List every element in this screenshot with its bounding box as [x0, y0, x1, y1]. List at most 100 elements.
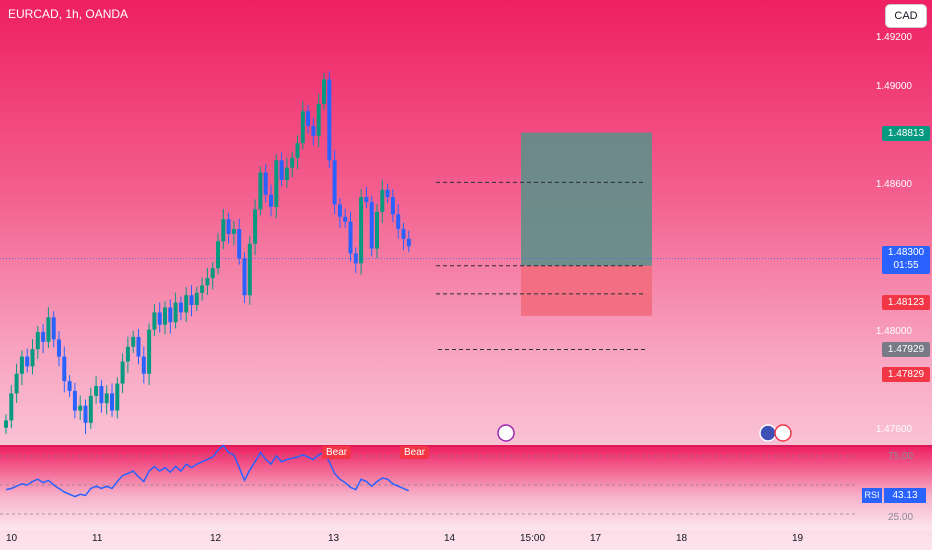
candle-body — [200, 285, 205, 293]
candle-body — [120, 361, 125, 384]
candle-body — [94, 386, 99, 396]
candle-body — [4, 420, 8, 428]
rsi-pane-background — [0, 446, 932, 530]
candle-body — [253, 209, 258, 244]
time-tick: 19 — [792, 533, 804, 544]
candle-body — [184, 295, 189, 313]
candle-body — [9, 393, 14, 421]
candle-body — [258, 172, 263, 210]
candle-body — [406, 238, 411, 247]
bear-annotation-2: Bear — [400, 446, 430, 459]
candle-body — [385, 189, 390, 198]
candle-body — [348, 221, 353, 254]
eu-flag-icon — [759, 424, 777, 442]
candle-body — [263, 172, 268, 195]
price-label: 1.47929 — [882, 342, 930, 358]
candle-body — [41, 332, 46, 342]
candle-body — [14, 373, 19, 394]
last-price-value: 1.48300 — [887, 247, 925, 259]
bear-annotation-1: Bear — [322, 446, 352, 459]
rsi-level-upper: 75.00 — [888, 451, 914, 462]
candle-body — [125, 346, 130, 362]
candle-body — [237, 229, 242, 259]
candle-body — [242, 258, 247, 296]
candle-body — [72, 390, 77, 411]
candle-body — [157, 312, 162, 325]
candle-body — [274, 160, 279, 207]
position-stop-zone — [521, 265, 652, 316]
candle-body — [364, 197, 369, 203]
candle-body — [67, 381, 72, 391]
price-tick: 1.48600 — [875, 178, 912, 190]
price-label: 1.48813 — [882, 125, 930, 141]
candle-body — [173, 302, 178, 323]
rsi-level-lower: 25.00 — [888, 512, 914, 523]
candle-body — [231, 229, 236, 234]
price-label: 1.47829 — [882, 367, 930, 382]
time-tick: 11 — [92, 533, 103, 544]
time-tick: 12 — [210, 533, 222, 544]
price-tick: 1.49000 — [875, 80, 912, 92]
ca-flag-icon — [774, 424, 792, 442]
candle-body — [110, 393, 114, 411]
time-tick: 14 — [444, 533, 456, 544]
candle-body — [25, 356, 30, 367]
candle-body — [359, 197, 364, 264]
candle-body — [279, 160, 284, 180]
rsi-line — [5, 444, 410, 498]
pane-separator[interactable] — [0, 445, 932, 447]
price-tick: 1.48000 — [875, 326, 912, 338]
candle-body — [269, 194, 273, 207]
candle-body — [300, 111, 305, 144]
candle-body — [316, 103, 321, 136]
symbol-title: EURCAD, 1h, OANDA — [8, 7, 129, 21]
candle-body — [295, 143, 300, 158]
candle-body — [78, 405, 83, 411]
candle-body — [62, 356, 67, 382]
candle-body — [311, 125, 316, 136]
candle-body — [375, 211, 379, 249]
candle-body — [88, 395, 93, 423]
price-tick: 1.49200 — [875, 31, 912, 43]
time-tick: 18 — [676, 533, 688, 544]
candle-body — [205, 278, 210, 286]
price-tick: 1.47600 — [875, 424, 912, 436]
candle-body — [57, 339, 61, 357]
candle-body — [210, 268, 215, 279]
time-tick: 17 — [590, 533, 602, 544]
time-tick: 15:00 — [520, 533, 546, 544]
candle-body — [30, 349, 35, 367]
candle-body — [163, 307, 167, 325]
candle-body — [247, 243, 252, 296]
candle-body — [131, 336, 136, 347]
candle-body — [194, 292, 199, 306]
candle-body — [343, 216, 348, 222]
candle-body — [136, 336, 141, 357]
position-target-zone — [521, 132, 652, 266]
candle-body — [290, 157, 295, 168]
last-price-label: 1.48300 01:55 — [882, 246, 930, 275]
candle-body — [306, 111, 311, 126]
bar-countdown: 01:55 — [893, 260, 919, 272]
candle-body — [353, 253, 358, 264]
rsi-value-label: 43.13 — [884, 488, 926, 503]
time-tick: 13 — [328, 533, 340, 544]
candle-body — [35, 332, 40, 350]
time-tick: 10 — [6, 533, 18, 544]
candle-body — [147, 329, 152, 374]
candle-body — [152, 312, 157, 330]
candle-body — [337, 204, 342, 217]
candle-body — [396, 214, 401, 229]
currency-button[interactable]: CAD — [885, 4, 927, 28]
candle-body — [322, 79, 326, 104]
candle-body — [141, 356, 146, 374]
economic-event-icon — [497, 424, 515, 442]
price-label: 1.48123 — [882, 294, 930, 310]
candle-body — [390, 197, 395, 215]
candle-body — [332, 160, 337, 205]
candle-body — [99, 386, 104, 404]
candle-body — [369, 202, 374, 249]
candle-body — [51, 317, 56, 340]
candle-body — [104, 393, 109, 404]
